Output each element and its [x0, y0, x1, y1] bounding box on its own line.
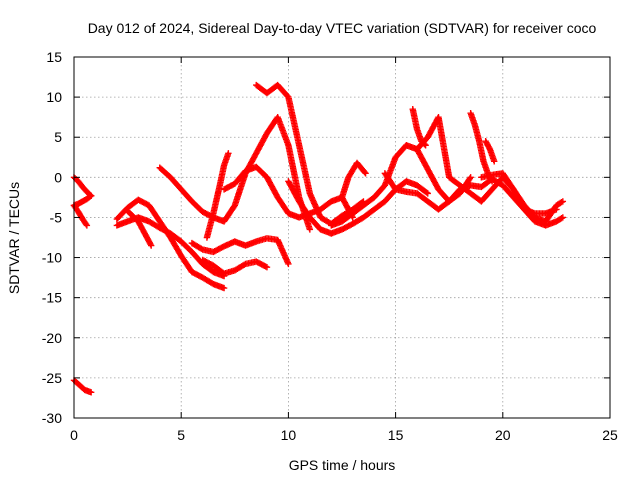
series-arc-early-b: [70, 192, 95, 209]
x-axis-label: GPS time / hours: [289, 457, 396, 473]
data-point: [198, 245, 205, 252]
data-point: [467, 174, 474, 181]
series-arc-06: [188, 235, 292, 268]
series-arc-05: [156, 113, 314, 233]
series-arc-14: [381, 170, 560, 217]
plot-frame: [73, 56, 611, 419]
y-axis-label: SDTVAR / TECUs: [6, 182, 22, 294]
data-point: [262, 263, 269, 270]
data-point: [558, 215, 565, 222]
x-tick-label: 25: [602, 427, 618, 443]
y-tick-label: 10: [46, 89, 62, 105]
series-arc-13: [338, 159, 369, 201]
data-point: [220, 284, 228, 292]
y-tick-label: 15: [46, 49, 62, 65]
y-tick-label: 0: [54, 169, 62, 185]
data-point: [147, 240, 154, 248]
data-point: [263, 263, 271, 271]
series-arc-19: [478, 170, 567, 225]
data-point: [423, 189, 430, 196]
y-tick-label: -30: [42, 410, 62, 426]
series-arc-08: [203, 150, 232, 241]
data-point: [466, 175, 474, 182]
y-tick-label: -10: [42, 250, 62, 266]
data-point: [488, 178, 496, 185]
data-point: [306, 226, 314, 233]
ticks: 0 5 10 15 20 25 -30 -25 -20 -15 -10 -5 0 5 10 15: [42, 49, 618, 443]
x-tick-label: 10: [281, 427, 297, 443]
data-point: [83, 222, 91, 229]
y-tick-label: 5: [54, 129, 62, 145]
series-arc-10: [253, 81, 367, 228]
data-point: [87, 192, 95, 199]
y-tick-label: -5: [50, 209, 63, 225]
series-arc-11: [285, 178, 431, 237]
grid: [74, 57, 610, 418]
series-arc-09: [220, 163, 356, 221]
data-point: [361, 168, 368, 176]
data-point: [424, 190, 431, 197]
data-point: [87, 389, 95, 396]
data-point: [240, 261, 248, 268]
data-point: [559, 214, 567, 221]
data-points: [70, 81, 567, 396]
x-tick-label: 5: [177, 427, 185, 443]
data-point: [82, 220, 90, 228]
data-point: [488, 176, 495, 184]
data-point: [147, 242, 155, 249]
x-tick-label: 20: [495, 427, 511, 443]
x-tick-label: 0: [70, 427, 78, 443]
y-tick-label: -15: [42, 290, 62, 306]
data-point: [225, 150, 232, 157]
y-tick-label: -20: [42, 330, 62, 346]
data-point: [491, 158, 498, 165]
data-point: [486, 144, 493, 152]
data-point: [285, 260, 292, 268]
series-arc-07: [199, 256, 271, 277]
data-point: [86, 193, 94, 200]
series-arc-04: [124, 207, 155, 249]
data-point: [558, 199, 565, 206]
series-arc-18: [482, 138, 498, 165]
data-point: [362, 170, 369, 177]
y-tick-label: -25: [42, 370, 62, 386]
chart-title: Day 012 of 2024, Sidereal Day-to-day VTE…: [88, 20, 597, 36]
data-point: [559, 198, 567, 205]
series-arc-early-d: [70, 377, 95, 396]
x-tick-label: 15: [388, 427, 404, 443]
